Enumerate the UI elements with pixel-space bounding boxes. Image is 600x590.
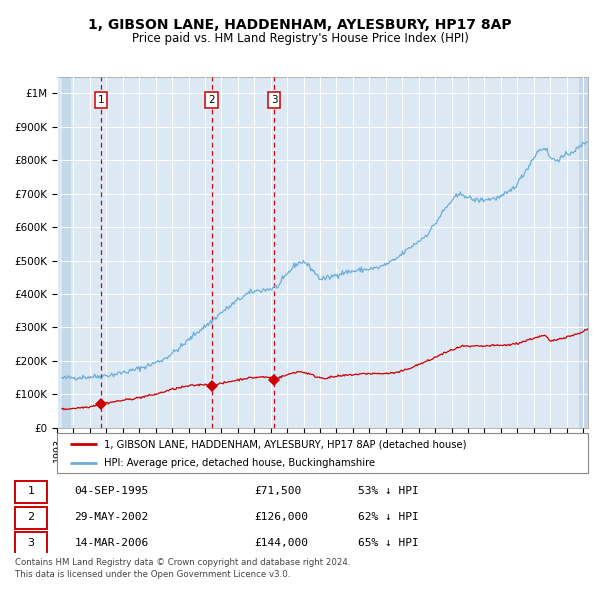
Text: Contains HM Land Registry data © Crown copyright and database right 2024.: Contains HM Land Registry data © Crown c… bbox=[15, 558, 350, 566]
Text: 1, GIBSON LANE, HADDENHAM, AYLESBURY, HP17 8AP (detached house): 1, GIBSON LANE, HADDENHAM, AYLESBURY, HP… bbox=[104, 440, 466, 450]
Bar bbox=[579, 77, 588, 428]
FancyBboxPatch shape bbox=[16, 507, 47, 529]
Text: 29-MAY-2002: 29-MAY-2002 bbox=[74, 512, 149, 522]
FancyBboxPatch shape bbox=[57, 433, 588, 473]
Text: This data is licensed under the Open Government Licence v3.0.: This data is licensed under the Open Gov… bbox=[15, 570, 290, 579]
Text: 3: 3 bbox=[271, 95, 277, 105]
Text: 2: 2 bbox=[208, 95, 215, 105]
Text: £126,000: £126,000 bbox=[254, 512, 308, 522]
Bar bbox=[62, 77, 71, 428]
Text: 1: 1 bbox=[28, 487, 35, 497]
Text: HPI: Average price, detached house, Buckinghamshire: HPI: Average price, detached house, Buck… bbox=[104, 458, 375, 468]
Text: 62% ↓ HPI: 62% ↓ HPI bbox=[358, 512, 419, 522]
Text: £71,500: £71,500 bbox=[254, 487, 301, 497]
Text: 53% ↓ HPI: 53% ↓ HPI bbox=[358, 487, 419, 497]
FancyBboxPatch shape bbox=[16, 481, 47, 503]
Text: 65% ↓ HPI: 65% ↓ HPI bbox=[358, 538, 419, 548]
Text: 3: 3 bbox=[28, 538, 35, 548]
Text: 04-SEP-1995: 04-SEP-1995 bbox=[74, 487, 149, 497]
Text: Price paid vs. HM Land Registry's House Price Index (HPI): Price paid vs. HM Land Registry's House … bbox=[131, 32, 469, 45]
Text: 2: 2 bbox=[28, 512, 35, 522]
Text: 14-MAR-2006: 14-MAR-2006 bbox=[74, 538, 149, 548]
Text: £144,000: £144,000 bbox=[254, 538, 308, 548]
Text: 1: 1 bbox=[98, 95, 104, 105]
Text: 1, GIBSON LANE, HADDENHAM, AYLESBURY, HP17 8AP: 1, GIBSON LANE, HADDENHAM, AYLESBURY, HP… bbox=[88, 18, 512, 32]
FancyBboxPatch shape bbox=[16, 532, 47, 555]
